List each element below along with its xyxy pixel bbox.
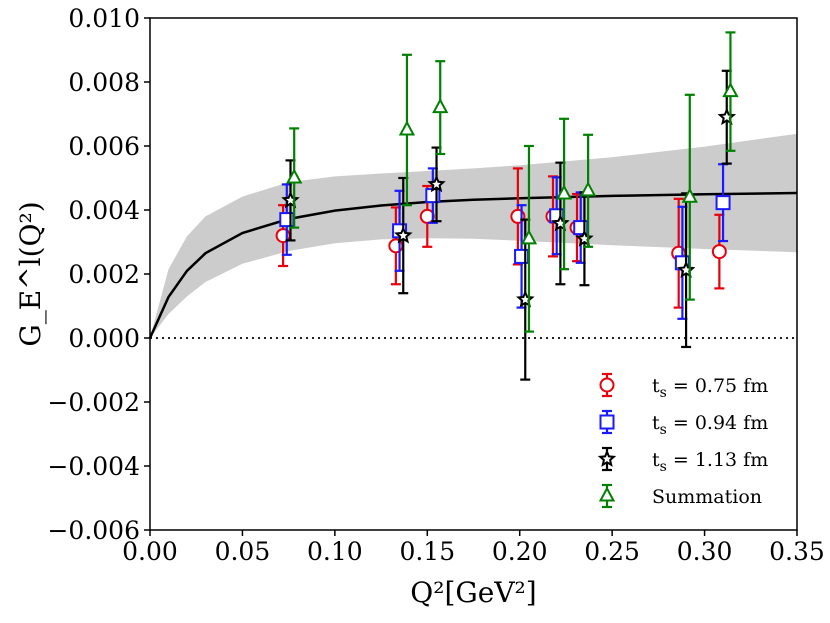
y-tick-label: 0.000 [68,324,140,353]
fit-curve [148,191,798,339]
y-tick-label: 0.008 [68,68,140,97]
series-triangle [286,31,739,333]
y-tick-label: −0.004 [47,452,140,481]
data-point-circle [711,244,727,260]
data-point-triangle [681,187,698,203]
data-point-star [394,225,413,244]
fit-error-band [150,133,797,338]
legend-marker-square [599,414,615,430]
x-tick-label: 0.25 [584,537,640,566]
data-point-triangle [555,184,573,200]
y-tick-label: 0.004 [68,196,140,225]
data-points-layer [275,31,739,381]
y-tick-label: −0.006 [47,516,140,545]
y-tick-label: 0.010 [68,4,140,33]
data-point-triangle [579,181,597,197]
x-tick-label: 0.10 [307,537,363,566]
legend-marker-circle [599,377,615,393]
legend-entry: ts = 0.94 fm [599,409,768,438]
x-tick-label: 0.35 [769,537,825,566]
x-axis-label: Q²[GeV²] [410,576,536,609]
legend-label: ts = 0.94 fm [652,412,768,438]
fit-curve-layer [148,191,798,339]
data-point-triangle [722,82,739,98]
data-point-star [717,107,737,126]
legend-label: ts = 1.13 fm [652,449,768,475]
y-tick-label: 0.002 [68,260,140,289]
legend-entry: ts = 1.13 fm [597,446,768,475]
y-tick-label: 0.006 [68,132,140,161]
legend: ts = 0.75 fm ts = 0.94 fm ts = 1.13 fm Summ… [597,372,768,509]
x-tick-label: 0.30 [677,537,733,566]
data-point-square [715,195,731,211]
y-tick-label: −0.002 [47,388,140,417]
legend-label: Summation [652,486,762,508]
legend-label: ts = 0.75 fm [652,375,768,401]
legend-entry: ts = 0.75 fm [599,372,768,401]
data-point-triangle [398,120,416,136]
y-axis-label: G_E^l(Q²) [14,201,47,346]
legend-marker-triangle [598,486,616,502]
data-point-star [427,174,446,193]
x-tick-label: 0.05 [215,537,271,566]
data-point-triangle [286,168,303,184]
axis-ticks: 0.00 0.05 0.10 0.15 0.20 0.25 0.30 0.35 −0.006 −0… [47,4,824,566]
x-tick-label: 0.20 [492,537,548,566]
x-tick-label: 0.00 [122,537,178,566]
data-point-triangle [432,98,449,114]
legend-entry: Summation [598,483,762,509]
x-tick-label: 0.15 [399,537,455,566]
fit-band-layer [150,133,797,338]
legend-marker-star [597,449,617,467]
data-point-triangle [520,229,538,245]
